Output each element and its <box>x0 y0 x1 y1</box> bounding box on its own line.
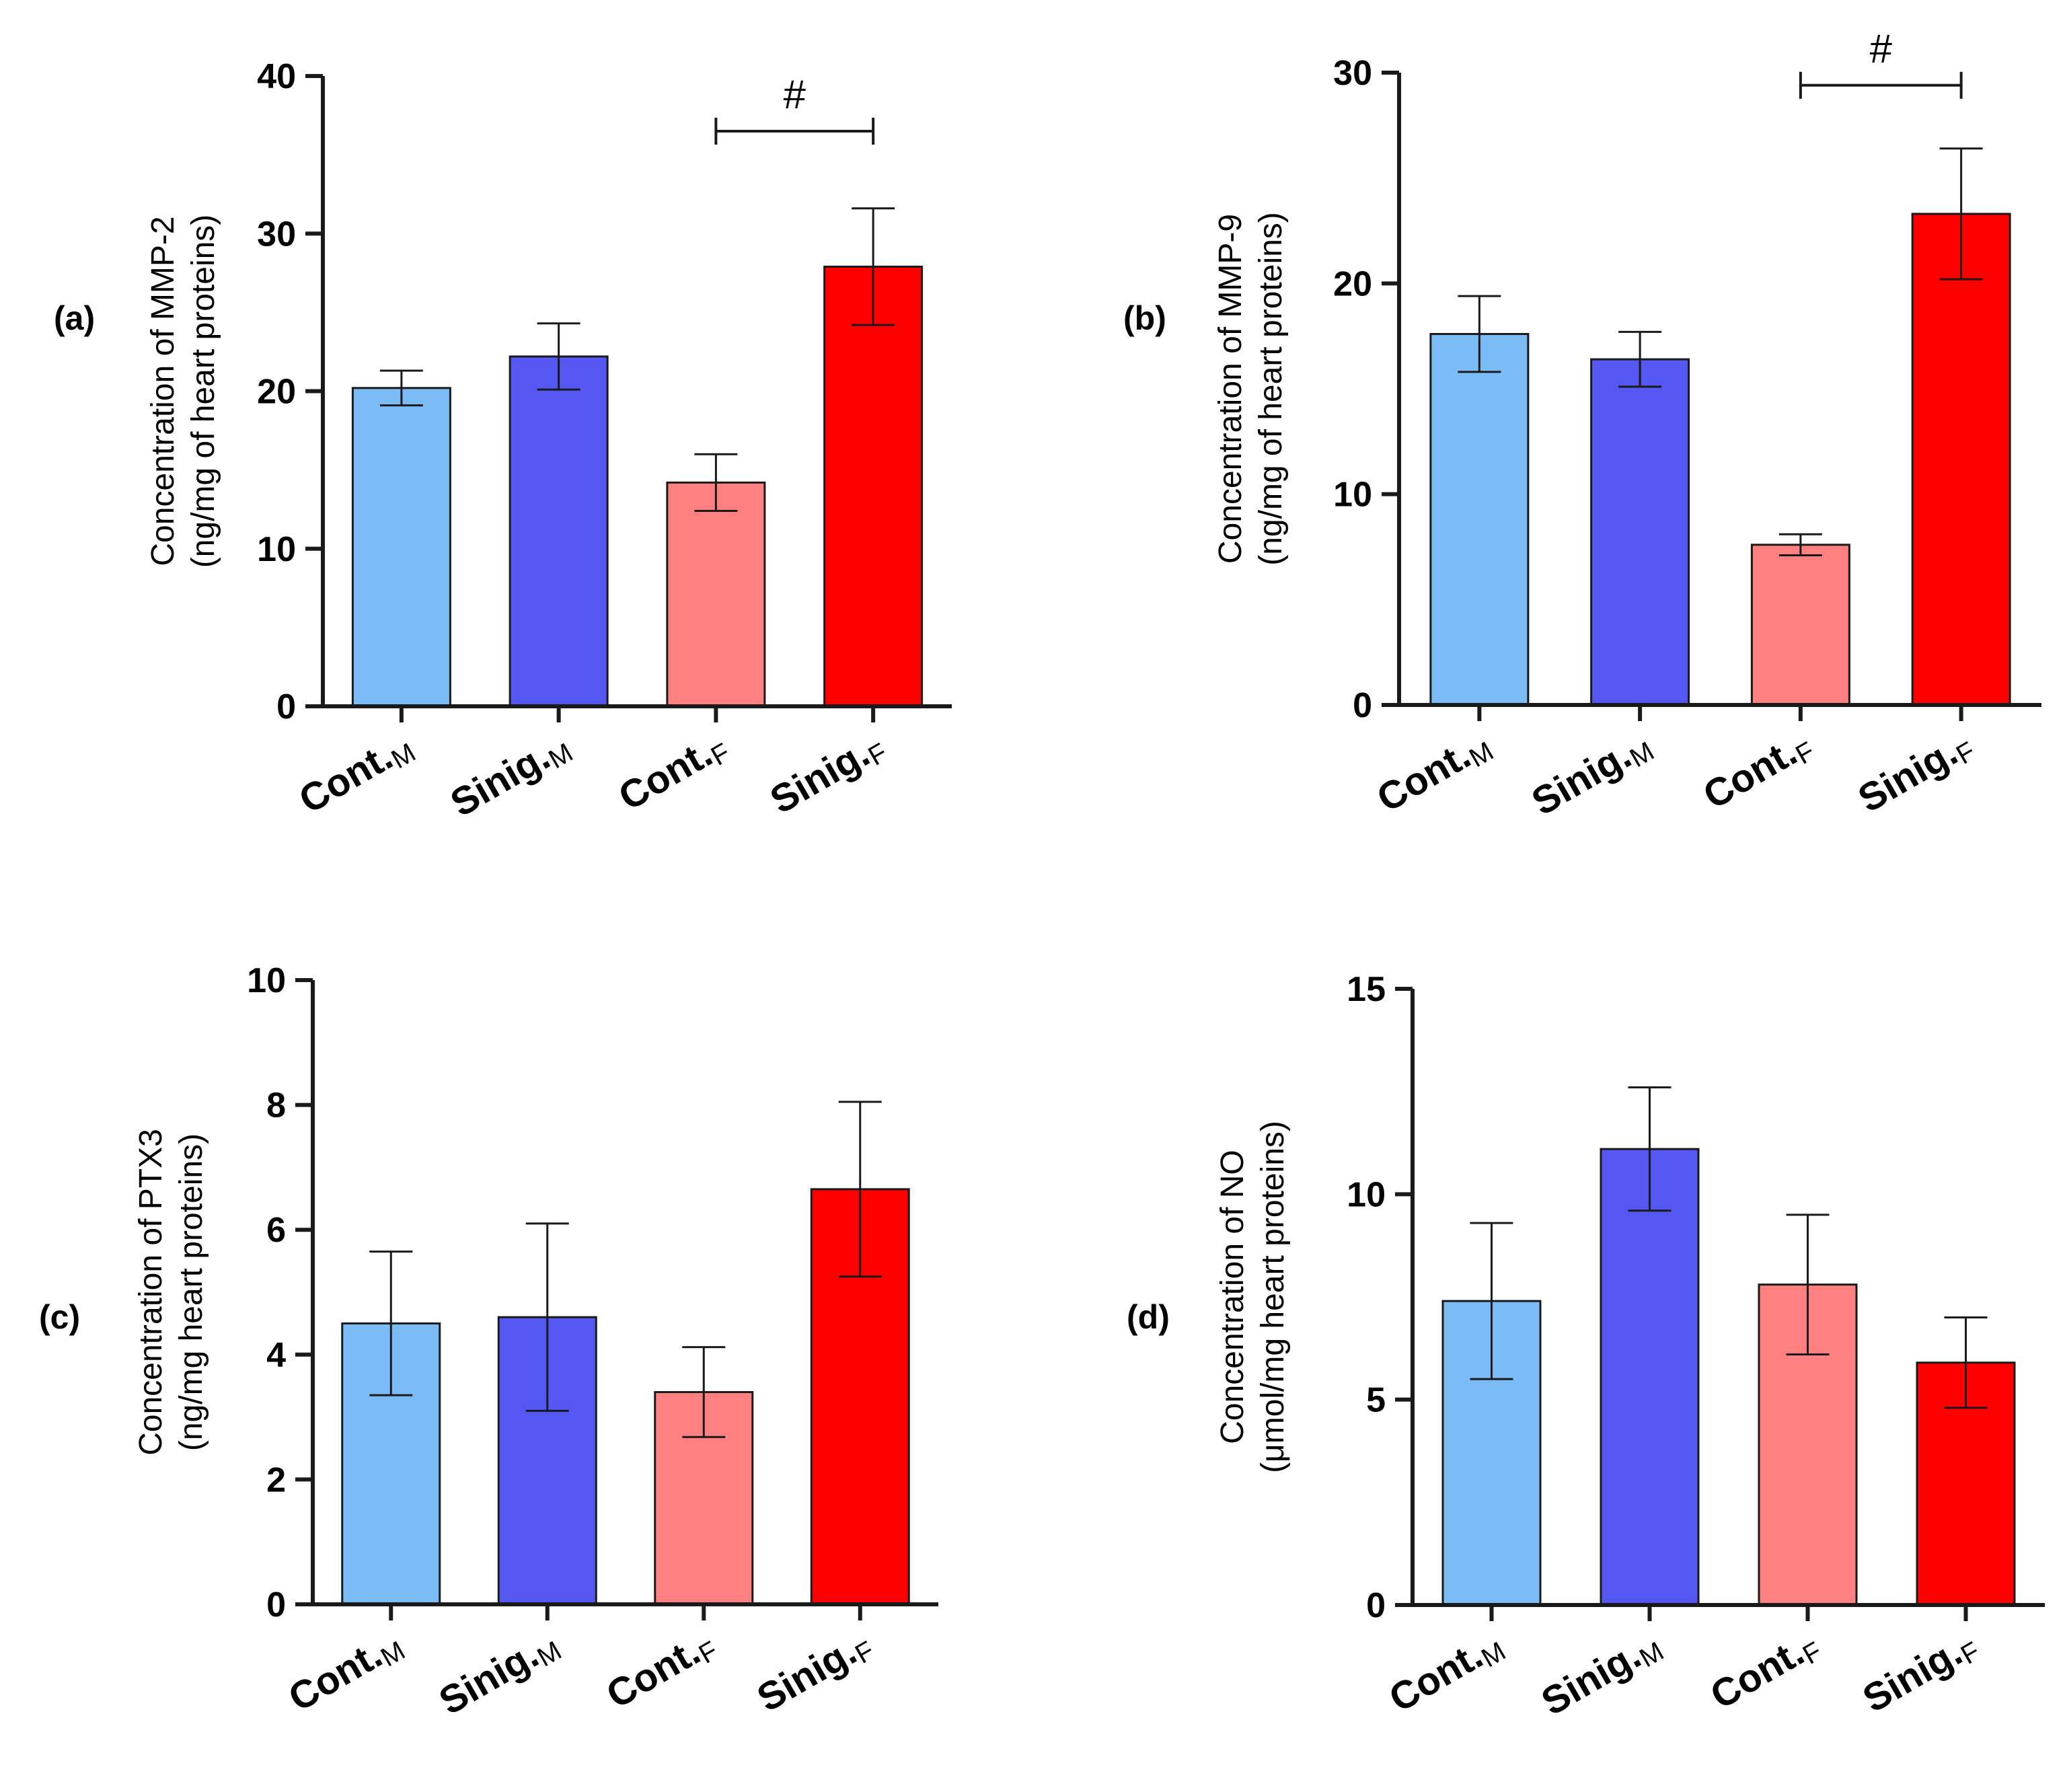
category-name: Sinig. <box>443 735 557 825</box>
category-name: Sinig. <box>750 1629 864 1720</box>
y-axis-label: Concentration of MMP-9 <box>1213 214 1248 564</box>
category-name: Sinig. <box>763 731 876 822</box>
chart-panel-c: (c) Concentration of PTX3 (ng/mg heart pro… <box>39 961 938 1725</box>
category-name: Sinig. <box>1534 1633 1648 1724</box>
y-tick-label: 10 <box>247 961 286 1000</box>
bar-sinig-f <box>1911 213 2011 706</box>
x-tick-label: Cont.M <box>1382 1622 1511 1723</box>
y-tick-label: 0 <box>276 687 296 726</box>
chart-panel-b: (b) Concentration of MMP-9 (ng/mg of heart… <box>1123 26 2041 826</box>
x-tick-label: Cont.M <box>292 723 421 825</box>
x-tick-label: Cont.M <box>281 1621 410 1723</box>
category-name: Cont. <box>1382 1633 1490 1721</box>
x-tick-label: Sinig.M <box>1534 1622 1669 1726</box>
x-tick-label: Sinig.M <box>1525 722 1659 826</box>
x-tick-label: Sinig.F <box>1851 722 1980 823</box>
y-tick-label: 40 <box>257 57 296 96</box>
panel-label: (d) <box>1127 1298 1170 1336</box>
y-tick-label: 20 <box>1333 264 1372 303</box>
y-axis-label: Concentration of NO <box>1215 1150 1250 1444</box>
x-tick-label: Sinig.F <box>763 723 892 825</box>
panel-label: (a) <box>54 299 95 337</box>
x-tick-label: Cont.F <box>1703 1622 1827 1720</box>
y-tick-label: 20 <box>257 373 296 412</box>
bar-sinig-m <box>509 355 609 708</box>
y-tick-label: 30 <box>257 215 296 254</box>
bar-sinig-m <box>1590 358 1690 706</box>
bar-sinig-m <box>1600 1148 1700 1606</box>
category-name: Cont. <box>281 1633 389 1720</box>
category-name: Cont. <box>292 735 400 822</box>
y-tick-label: 0 <box>1366 1586 1386 1625</box>
y-tick-label: 30 <box>1333 54 1372 93</box>
y-tick-label: 15 <box>1347 970 1386 1009</box>
bar-cont-m <box>351 387 451 708</box>
x-tick-label: Cont.F <box>599 1621 723 1719</box>
category-name: Cont. <box>1696 730 1804 817</box>
y-axis-label-units: (ng/mg heart proteins) <box>174 1133 209 1451</box>
y-axis-label-units: (ng/mg of heart proteins) <box>1253 212 1289 566</box>
category-name: Sinig. <box>1851 730 1965 821</box>
y-tick-label: 4 <box>266 1336 286 1375</box>
bar-cont-m <box>1429 333 1530 706</box>
x-tick-label: Sinig.F <box>1856 1622 1985 1723</box>
y-tick-label: 10 <box>1347 1175 1386 1214</box>
chart-panel-a: (a) Concentration of MMP-2 (ng/mg of heart… <box>54 57 952 827</box>
y-tick-label: 0 <box>266 1585 286 1625</box>
y-tick-label: 10 <box>1333 476 1372 515</box>
x-tick-label: Sinig.F <box>750 1621 879 1723</box>
panel-label: (c) <box>39 1298 80 1336</box>
y-axis-label: Concentration of MMP-2 <box>145 216 181 566</box>
category-name: Cont. <box>611 731 720 819</box>
y-axis-label-units: (μmol/mg heart proteins) <box>1255 1121 1291 1473</box>
bar-cont-f <box>666 481 766 708</box>
x-tick-label: Cont.F <box>1696 722 1819 820</box>
bar-cont-f <box>1750 544 1850 706</box>
y-tick-label: 5 <box>1366 1381 1386 1420</box>
x-tick-label: Sinig.M <box>432 1621 566 1725</box>
y-axis-label: Concentration of PTX3 <box>133 1129 169 1456</box>
category-name: Sinig. <box>1525 733 1639 824</box>
y-tick-label: 2 <box>266 1460 286 1499</box>
bar-sinig-f <box>823 265 924 708</box>
x-tick-label: Cont.M <box>1369 722 1499 823</box>
y-tick-label: 8 <box>266 1086 286 1125</box>
category-name: Cont. <box>1369 733 1478 821</box>
x-tick-label: Sinig.M <box>443 723 578 827</box>
y-tick-label: 0 <box>1353 686 1372 725</box>
y-axis-label-units: (ng/mg of heart proteins) <box>186 215 221 568</box>
y-tick-label: 6 <box>266 1211 286 1250</box>
y-tick-label: 10 <box>257 530 296 569</box>
category-name: Sinig. <box>432 1633 546 1723</box>
significance-marker: # <box>1870 26 1893 71</box>
chart-panel-d: (d) Concentration of NO (μmol/mg heart pro… <box>1127 970 2045 1726</box>
panel-label: (b) <box>1123 299 1166 337</box>
category-name: Cont. <box>1703 1630 1811 1717</box>
significance-marker: # <box>784 72 806 117</box>
x-tick-label: Cont.F <box>611 723 735 821</box>
category-name: Cont. <box>599 1629 708 1717</box>
category-name: Sinig. <box>1856 1630 1969 1721</box>
